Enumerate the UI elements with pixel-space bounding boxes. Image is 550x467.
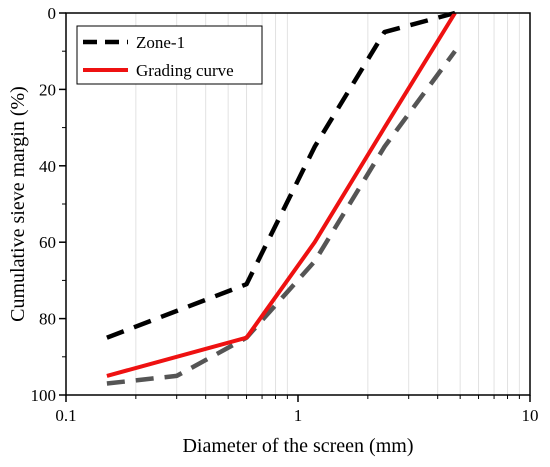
- series-line-1: [106, 49, 457, 386]
- y-axis-title: Cumulative sieve margin (%): [7, 86, 29, 322]
- y-tick-label: 100: [31, 386, 57, 405]
- y-tick-label: 60: [39, 233, 56, 252]
- y-tick-label: 20: [39, 80, 56, 99]
- x-tick-label: 10: [522, 406, 539, 425]
- legend-label-grading-curve: Grading curve: [136, 61, 234, 80]
- legend-box: [76, 25, 263, 85]
- x-tick-label: 1: [294, 406, 303, 425]
- y-tick-label: 0: [48, 4, 57, 23]
- y-tick-label: 80: [39, 310, 56, 329]
- y-tick-label: 40: [39, 157, 56, 176]
- plot-series: [106, 10, 457, 386]
- legend: Zone-1 Grading curve: [76, 25, 263, 85]
- x-tick-label: 0.1: [55, 406, 76, 425]
- series-line-0: [106, 10, 456, 340]
- x-axis-title: Diameter of the screen (mm): [182, 435, 413, 457]
- series-line-2: [106, 11, 457, 378]
- legend-label-zone-1: Zone-1: [136, 33, 185, 52]
